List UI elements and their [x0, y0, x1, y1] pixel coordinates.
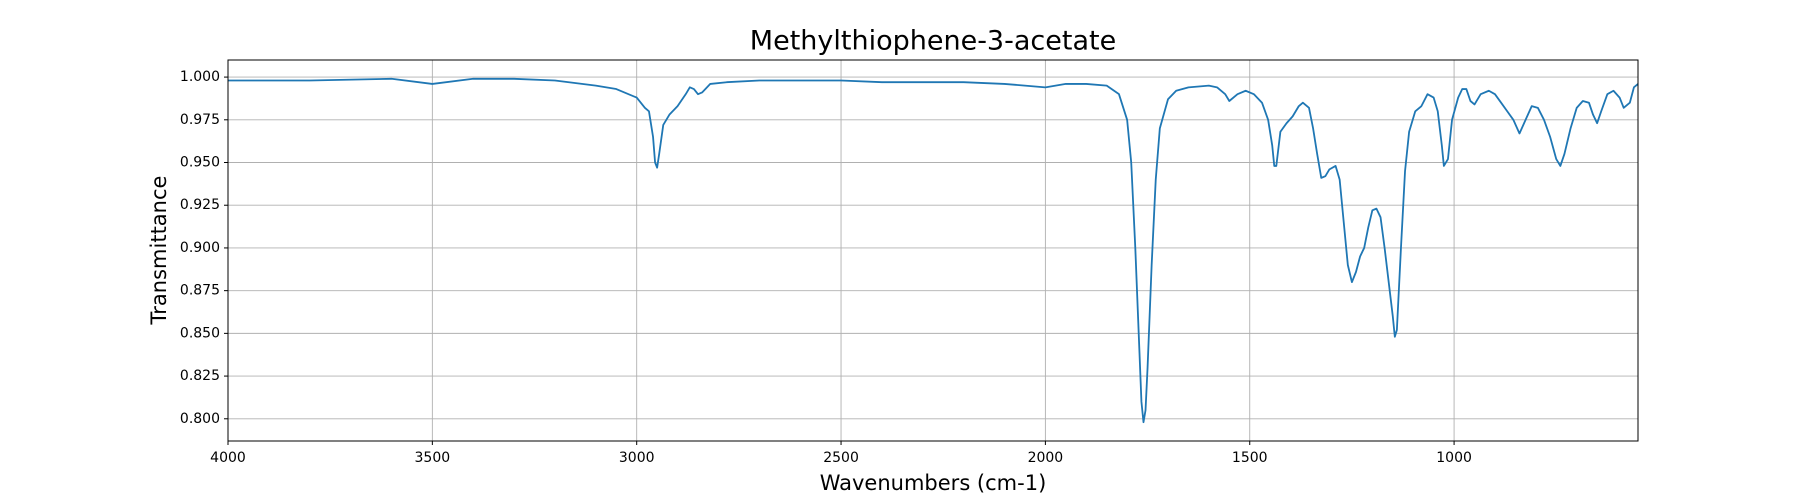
spectrum-line	[228, 77, 1639, 424]
y-tick-label: 0.900	[180, 240, 220, 256]
x-tick-label: 2000	[1028, 450, 1064, 466]
y-tick-label: 0.975	[180, 112, 220, 128]
x-tick-label: 1000	[1436, 450, 1472, 466]
x-tick-label: 3500	[415, 450, 451, 466]
plot-frame	[227, 59, 1639, 442]
y-tick-label: 0.950	[180, 155, 220, 171]
y-tick-label: 0.825	[180, 368, 220, 384]
y-tick-label: 0.800	[180, 411, 220, 427]
x-tick-label: 1500	[1232, 450, 1268, 466]
x-tick-label: 2500	[823, 450, 859, 466]
y-tick-label: 0.850	[180, 325, 220, 341]
x-axis-label: Wavenumbers (cm-1)	[820, 471, 1047, 495]
y-tick-label: 0.875	[180, 283, 220, 299]
y-axis-label: Transmittance	[147, 176, 171, 326]
y-tick-label: 0.925	[180, 197, 220, 213]
y-tick-label: 1.000	[180, 69, 220, 85]
x-tick-label: 3000	[619, 450, 655, 466]
chart-title: Methylthiophene-3-acetate	[750, 26, 1116, 57]
x-tick-label: 4000	[210, 450, 246, 466]
